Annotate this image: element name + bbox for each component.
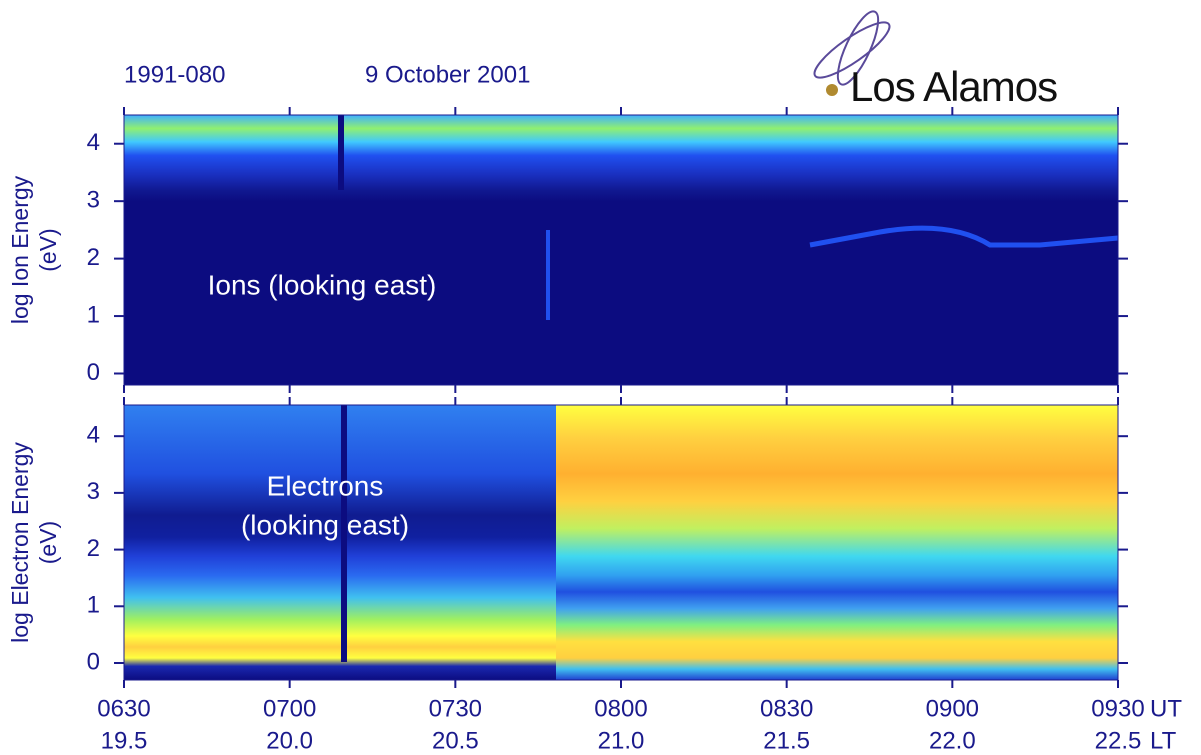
date: 9 October 2001 [365, 61, 530, 88]
x2-tick-label: 20.5 [432, 727, 479, 754]
x-tick-label: 0700 [263, 695, 316, 722]
y-axis-label: (eV) [35, 228, 61, 271]
y-tick-label: 0 [87, 359, 100, 386]
annotation: Electrons [267, 470, 384, 501]
x2-tick-label: 21.0 [598, 727, 645, 754]
y-tick-label: 4 [87, 129, 100, 156]
x2-tick-label: 21.5 [763, 727, 810, 754]
logo [813, 10, 891, 96]
x-unit: UT [1150, 695, 1182, 722]
y-tick-label: 1 [87, 301, 100, 328]
x-tick-label: 0630 [97, 695, 150, 722]
y-axis-label: log Electron Energy [7, 442, 33, 643]
y-tick-label: 2 [87, 535, 100, 562]
y-axis-label: (eV) [35, 521, 61, 564]
x2-tick-label: 19.5 [101, 727, 148, 754]
x2-tick-label: 20.0 [266, 727, 313, 754]
x2-unit: LT [1150, 727, 1177, 754]
electron-spectrogram [124, 405, 556, 680]
ion-edge [809, 225, 1119, 248]
x2-tick-label: 22.0 [929, 727, 976, 754]
logo-text: Los Alamos [850, 63, 1057, 110]
x2-tick-label: 22.5 [1095, 727, 1142, 754]
y-tick-label: 0 [87, 648, 100, 675]
y-tick-label: 3 [87, 187, 100, 214]
x-tick-label: 0730 [429, 695, 482, 722]
annotation: (looking east) [241, 509, 409, 540]
annotation: Ions (looking east) [208, 269, 437, 300]
x-tick-label: 0800 [594, 695, 647, 722]
y-axis-label: log Ion Energy [7, 175, 33, 324]
x-tick-label: 0830 [760, 695, 813, 722]
y-tick-label: 1 [87, 592, 100, 619]
y-tick-label: 2 [87, 244, 100, 271]
y-tick-label: 4 [87, 422, 100, 449]
data-gap [341, 405, 347, 662]
y-tick-label: 3 [87, 478, 100, 505]
x-tick-label: 0900 [926, 695, 979, 722]
satellite-id: 1991-080 [124, 61, 225, 88]
ion-spectrogram [124, 115, 1118, 385]
x-tick-label: 0930 [1091, 695, 1144, 722]
data-gap [338, 115, 344, 190]
ion-burst [546, 230, 550, 320]
electron-spectrogram [556, 405, 1118, 680]
